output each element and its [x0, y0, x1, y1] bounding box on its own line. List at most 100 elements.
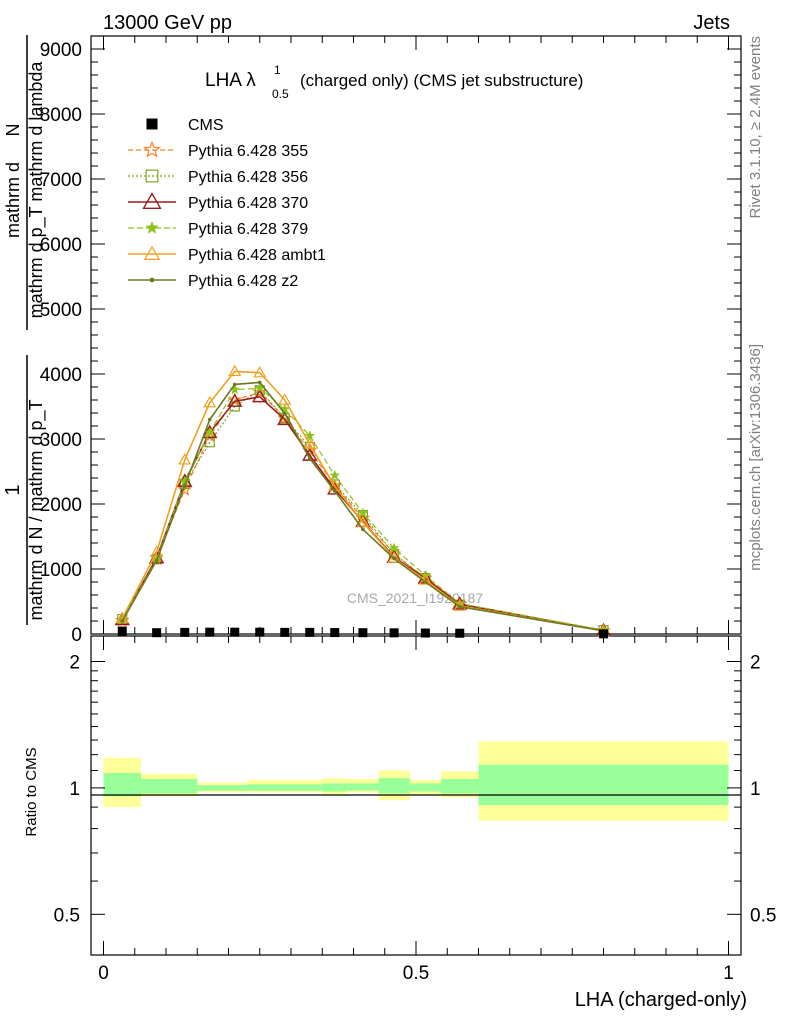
ratio-ytick-label: 0.5: [54, 905, 80, 926]
legend-label-p379: Pythia 6.428 379: [188, 221, 308, 238]
legend-label-p355: Pythia 6.428 355: [188, 143, 308, 160]
xtick-label: 0.5: [403, 963, 429, 984]
main-y-axis-label: 1 mathrm d N / mathrm d p_T mathrm d N m…: [2, 35, 47, 625]
ratio-frame: [90, 635, 742, 956]
marker-open-square: [145, 169, 159, 183]
cms-data-point: [389, 628, 399, 638]
plot-title-rest: (charged only) (CMS jet substructure): [300, 71, 583, 90]
marker-filled-star: [329, 469, 341, 480]
series-line-p379: [121, 387, 604, 631]
marker-open-triangle: [227, 393, 243, 407]
watermark: CMS_2021_I1920187: [347, 590, 483, 606]
main-ytick-label: 2000: [40, 495, 82, 516]
header-process-label: Jets: [693, 12, 730, 34]
xtick-label: 0: [98, 963, 109, 984]
cms-data-point: [205, 627, 215, 637]
ratio-band-green: [103, 773, 141, 797]
marker-open-triangle-small: [178, 453, 192, 465]
marker-dot: [120, 619, 125, 623]
ratio-ytick-label-right: 2: [750, 652, 761, 673]
cms-data-point: [305, 627, 315, 637]
marker-dot: [282, 411, 287, 416]
legend-label-p370: Pythia 6.428 370: [188, 195, 308, 212]
legend-entry-ambt1: Pythia 6.428 ambt1: [128, 245, 326, 264]
legend-entry-cms: CMS: [146, 117, 224, 134]
ratio-band-green: [409, 783, 441, 792]
cms-data-point: [420, 628, 430, 638]
marker-filled-star: [388, 542, 400, 553]
marker-open-triangle: [252, 388, 268, 403]
marker-dot: [207, 417, 212, 422]
legend-entry-z2: Pythia 6.428 z2: [128, 273, 298, 290]
marker-dot: [392, 556, 396, 561]
plot-title-main: LHA λ: [205, 70, 256, 91]
marker-dot: [457, 604, 462, 609]
main-frame: [90, 35, 742, 635]
cms-data-point: [255, 627, 265, 637]
cms-data-point: [152, 628, 162, 638]
marker-dot: [149, 277, 155, 283]
marker-dot: [423, 580, 428, 584]
marker-dot: [154, 558, 159, 563]
ratio-band-green: [197, 785, 248, 791]
marker-dot: [182, 484, 187, 488]
cms-data-point: [455, 628, 465, 638]
ratio-axis-ticks: 0.5 0.5 1 1 2 2 0 0.5 1: [54, 636, 776, 984]
plot-title-superscript: 1: [274, 63, 281, 77]
ratio-band-green: [347, 783, 379, 791]
main-ytick-label: 4000: [40, 365, 82, 386]
y-label-one: 1: [2, 484, 24, 495]
cms-data-point: [280, 627, 290, 637]
y-label-num-n: N: [3, 124, 23, 137]
ratio-band-green: [478, 764, 729, 806]
series-layer: [114, 364, 612, 637]
ratio-ytick-label: 2: [69, 652, 80, 673]
xtick-label: 1: [723, 963, 734, 984]
cms-data-point: [117, 626, 127, 636]
ratio-band-green: [322, 783, 348, 792]
cms-data-point: [358, 628, 368, 638]
cms-data-layer: [117, 626, 608, 639]
main-ytick-label: 5000: [40, 300, 82, 321]
marker-open-triangle: [327, 481, 343, 495]
series-line-z2: [121, 381, 604, 632]
marker-dot: [232, 382, 237, 387]
ratio-band-green: [378, 778, 410, 794]
legend-entry-p370: Pythia 6.428 370: [128, 192, 308, 212]
marker-filled-star: [179, 475, 191, 486]
series-line-ambt1: [121, 370, 604, 632]
plot-title-subscript: 0.5: [272, 87, 289, 101]
marker-open-triangle-small: [278, 393, 292, 405]
legend-entry-p355: Pythia 6.428 355: [128, 140, 308, 160]
marker-filled-star: [357, 507, 369, 518]
ratio-band-green: [141, 778, 198, 794]
y-label-num-top: mathrm d: [3, 162, 23, 238]
legend-label-cms: CMS: [188, 117, 224, 134]
ratio-y-axis-label: Ratio to CMS: [23, 747, 40, 836]
ratio-ytick-label-right: 1: [750, 779, 761, 800]
ratio-ytick-label: 1: [69, 779, 80, 800]
marker-dot: [307, 456, 312, 461]
series-z2: [120, 380, 606, 633]
marker-open-triangle-small: [387, 551, 401, 563]
legend: CMS Pythia 6.428 355 Pythia 6.428 356 Pythi…: [128, 117, 326, 290]
ratio-ytick-label-right: 0.5: [750, 905, 776, 926]
main-ytick-label: 0: [71, 625, 82, 646]
main-ytick-label: 1000: [40, 560, 82, 581]
marker-open-triangle-small: [253, 365, 267, 378]
plot-title: LHA λ 1 0.5 (charged only) (CMS jet subs…: [205, 63, 583, 101]
marker-open-triangle-small: [143, 245, 161, 260]
marker-dot: [332, 489, 337, 493]
ratio-band-green: [441, 778, 479, 794]
legend-label-z2: Pythia 6.428 z2: [188, 273, 298, 290]
header-energy-label: 13000 GeV pp: [103, 12, 232, 34]
y-label-denominator: mathrm d N / mathrm d p_T: [26, 399, 47, 620]
marker-open-triangle-small: [203, 395, 217, 408]
marker-open-triangle-small: [228, 364, 242, 377]
marker-dot: [257, 380, 262, 385]
main-axis-ticks: 0 1000 2000 3000 4000 5000 6000 7000 8000 9000: [40, 36, 741, 646]
marker-dot: [361, 527, 365, 532]
ratio-band-green: [247, 784, 323, 791]
y-label-num-rest: mathrm d p_T mathrm d lambda: [26, 61, 47, 319]
